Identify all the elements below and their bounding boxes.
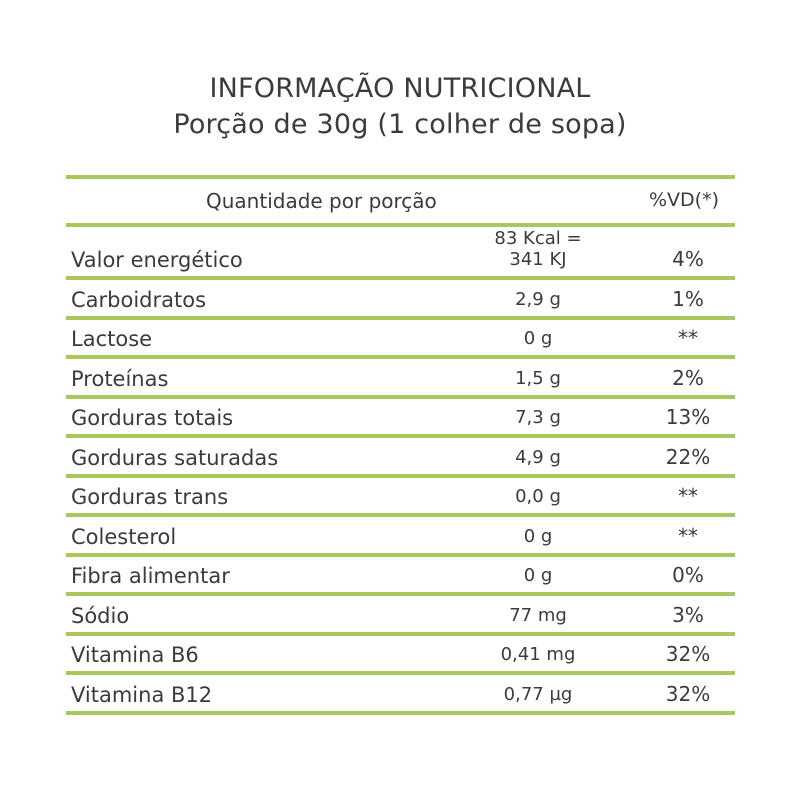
divider [66,315,735,320]
nutrient-amount: 0,0 g [515,486,561,507]
table-row: Gorduras saturadas 4,9 g 22% [66,438,735,474]
nutrient-dv: 3% [672,602,704,627]
nutrient-amount: 0 g [523,565,553,586]
nutrient-dv: 13% [665,405,711,429]
nutrient-amount: 2,9 g [515,288,561,310]
nutrient-amount: 0 g [523,328,553,349]
divider [66,175,735,179]
nutrient-dv: 4% [672,247,704,271]
divider [66,513,735,517]
table-row: Vitamina B6 0,41 mg 32% [66,636,735,672]
page-title: INFORMAÇÃO NUTRICIONAL [209,73,591,104]
nutrient-name: Vitamina B6 [71,643,199,667]
nutrient-amount: 77 mg [509,604,567,626]
nutrient-name: Colesterol [71,524,177,549]
table-row: Gorduras trans 0,0 g ** [66,478,735,514]
nutrient-name: Vitamina B12 [71,682,213,707]
table-row: Valor energético 83 Kcal = 341 KJ 4% [66,227,735,276]
table-row: Sódio 77 mg 3% [66,596,735,632]
nutrient-amount: 4,9 g [515,446,561,468]
divider [66,671,735,675]
divider [66,434,735,438]
nutrient-name: Sódio [71,603,130,628]
nutrient-amount: 83 Kcal = 341 KJ [494,228,582,270]
table-row: Carboidratos 2,9 g 1% [66,280,735,316]
nutrient-dv: 2% [672,365,704,390]
serving-size: Porção de 30g (1 colher de sopa) [173,109,627,140]
nutrient-dv: 0% [672,563,704,587]
divider [66,394,735,399]
divider [66,355,735,359]
nutrient-dv: ** [678,484,698,508]
nutrient-name: Valor energético [71,248,243,272]
nutrient-dv: 32% [665,642,711,666]
nutrient-amount: 1,5 g [515,367,561,389]
divider [66,473,735,478]
table-row: Fibra alimentar 0 g 0% [66,557,735,593]
nutrient-name: Gorduras saturadas [71,445,279,470]
divider [66,592,735,596]
nutrient-amount: 0,77 µg [503,683,573,705]
nutrient-name: Gorduras trans [71,485,229,509]
nutrient-name: Carboidratos [71,287,207,312]
table-row: Lactose 0 g ** [66,320,735,356]
nutrient-dv: 1% [672,286,704,311]
nutrient-name: Proteínas [71,366,169,391]
nutrient-dv: 32% [665,681,711,706]
nutrient-dv: 22% [665,444,711,469]
divider [66,276,735,280]
table-header: Quantidade por porção %VD(*) [66,179,735,223]
nutrient-name: Gorduras totais [71,406,234,430]
divider [66,631,735,636]
nutrient-amount: 0 g [523,525,553,547]
nutrient-amount: 0,41 mg [500,644,576,665]
nutrient-name: Fibra alimentar [71,564,230,588]
divider [66,223,735,227]
header-dv: %VD(*) [648,189,719,211]
header-quantity: Quantidade por porção [206,189,437,213]
divider [66,552,735,557]
nutrition-table: Quantidade por porção %VD(*) Valor energ… [66,175,735,715]
table-row: Vitamina B12 0,77 µg 32% [66,675,735,711]
table-row: Proteínas 1,5 g 2% [66,359,735,395]
table-row: Gorduras totais 7,3 g 13% [66,399,735,435]
nutrient-name: Lactose [71,327,153,351]
divider [66,710,735,715]
table-row: Colesterol 0 g ** [66,517,735,553]
nutrient-dv: ** [678,326,698,350]
nutrient-dv: ** [678,523,698,548]
nutrient-amount: 7,3 g [515,407,561,428]
